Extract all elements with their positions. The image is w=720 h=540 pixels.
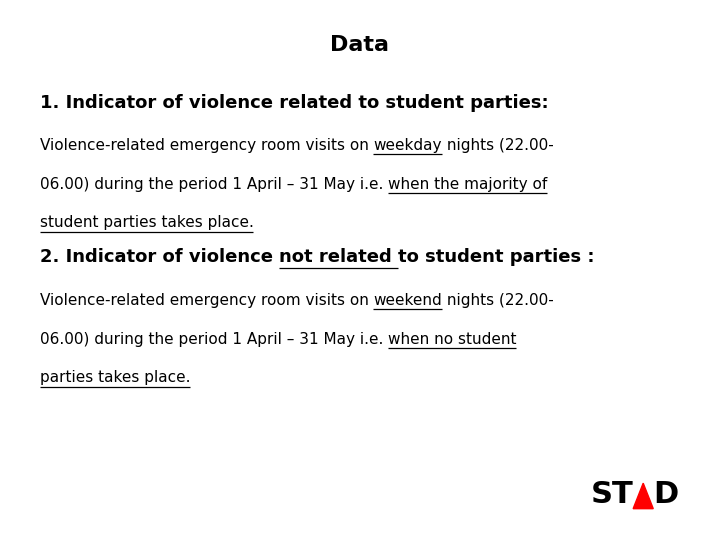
Text: ST: ST [590,480,633,509]
Text: nights (22.00-: nights (22.00- [442,138,554,153]
Text: Violence-related emergency room visits on: Violence-related emergency room visits o… [40,293,374,308]
Text: not related: not related [279,248,398,266]
Text: D: D [653,480,678,509]
Text: student parties takes place.: student parties takes place. [40,215,253,231]
Text: weekend: weekend [374,293,442,308]
Text: parties takes place.: parties takes place. [40,370,190,386]
Text: to student parties :: to student parties : [398,248,594,266]
Text: nights (22.00-: nights (22.00- [442,293,554,308]
Text: 1. Indicator of violence related to student parties:: 1. Indicator of violence related to stud… [40,94,548,112]
Text: when the majority of: when the majority of [388,177,547,192]
Text: when no student: when no student [388,332,516,347]
Polygon shape [633,483,653,509]
Text: Data: Data [330,35,390,55]
Text: weekday: weekday [374,138,442,153]
Text: 06.00) during the period 1 April – 31 May i.e.: 06.00) during the period 1 April – 31 Ma… [40,177,388,192]
Text: 2. Indicator of violence: 2. Indicator of violence [40,248,279,266]
Text: Violence-related emergency room visits on: Violence-related emergency room visits o… [40,138,374,153]
Text: 06.00) during the period 1 April – 31 May i.e.: 06.00) during the period 1 April – 31 Ma… [40,332,388,347]
